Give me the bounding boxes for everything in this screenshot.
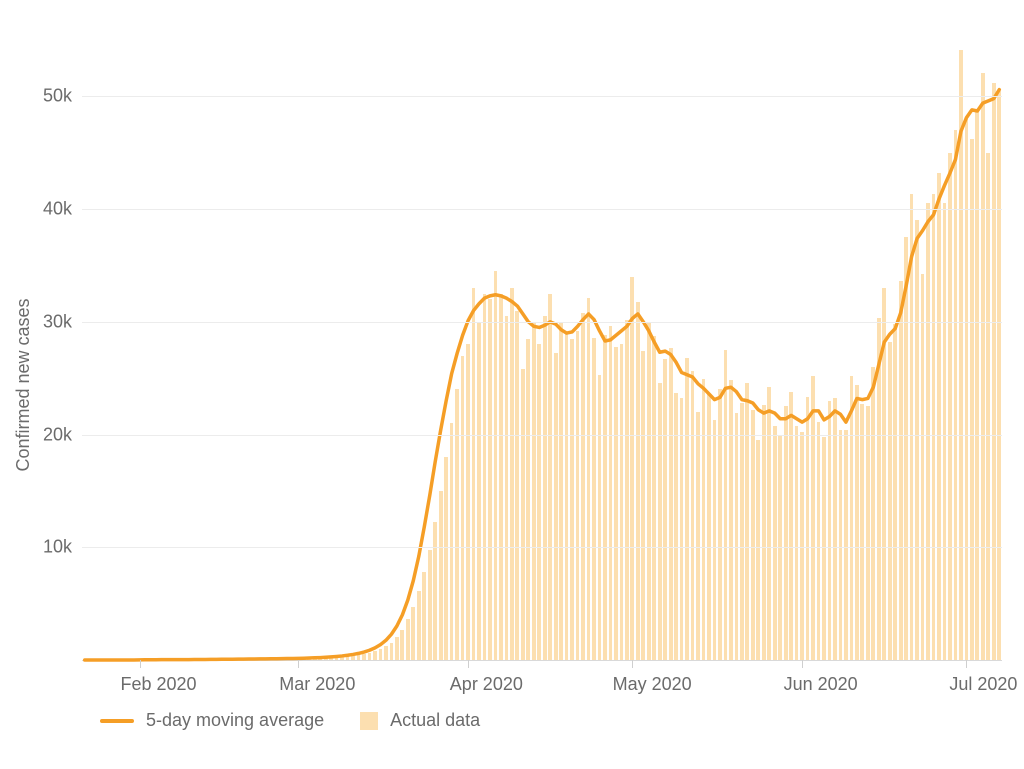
y-tick-label: 50k: [43, 86, 82, 107]
grid-line: [82, 435, 1002, 436]
y-tick-label: 20k: [43, 424, 82, 445]
x-tick-label: Mar 2020: [279, 660, 355, 695]
legend-bar-label: Actual data: [390, 710, 480, 731]
grid-line: [82, 322, 1002, 323]
legend-item-bar: Actual data: [360, 710, 480, 731]
line-layer: [82, 40, 1002, 660]
y-axis-title: Confirmed new cases: [13, 298, 34, 471]
x-tick-label: Feb 2020: [120, 660, 196, 695]
legend-item-line: 5-day moving average: [100, 710, 324, 731]
x-tick-label: Jun 2020: [784, 660, 858, 695]
x-tick-label: May 2020: [613, 660, 692, 695]
legend-line-swatch: [100, 719, 134, 723]
grid-line: [82, 209, 1002, 210]
legend-bar-swatch: [360, 712, 378, 730]
x-tick-label: Apr 2020: [450, 660, 523, 695]
y-tick-label: 40k: [43, 199, 82, 220]
plot-area: 10k20k30k40k50kFeb 2020Mar 2020Apr 2020M…: [82, 40, 1002, 661]
grid-line: [82, 96, 1002, 97]
cases-chart: Confirmed new cases 10k20k30k40k50kFeb 2…: [0, 0, 1024, 769]
y-tick-label: 10k: [43, 537, 82, 558]
legend: 5-day moving average Actual data: [100, 710, 480, 731]
legend-line-label: 5-day moving average: [146, 710, 324, 731]
y-tick-label: 30k: [43, 311, 82, 332]
grid-line: [82, 547, 1002, 548]
moving-average-line: [85, 90, 1000, 660]
x-tick-label: Jul 2020: [949, 660, 1017, 695]
